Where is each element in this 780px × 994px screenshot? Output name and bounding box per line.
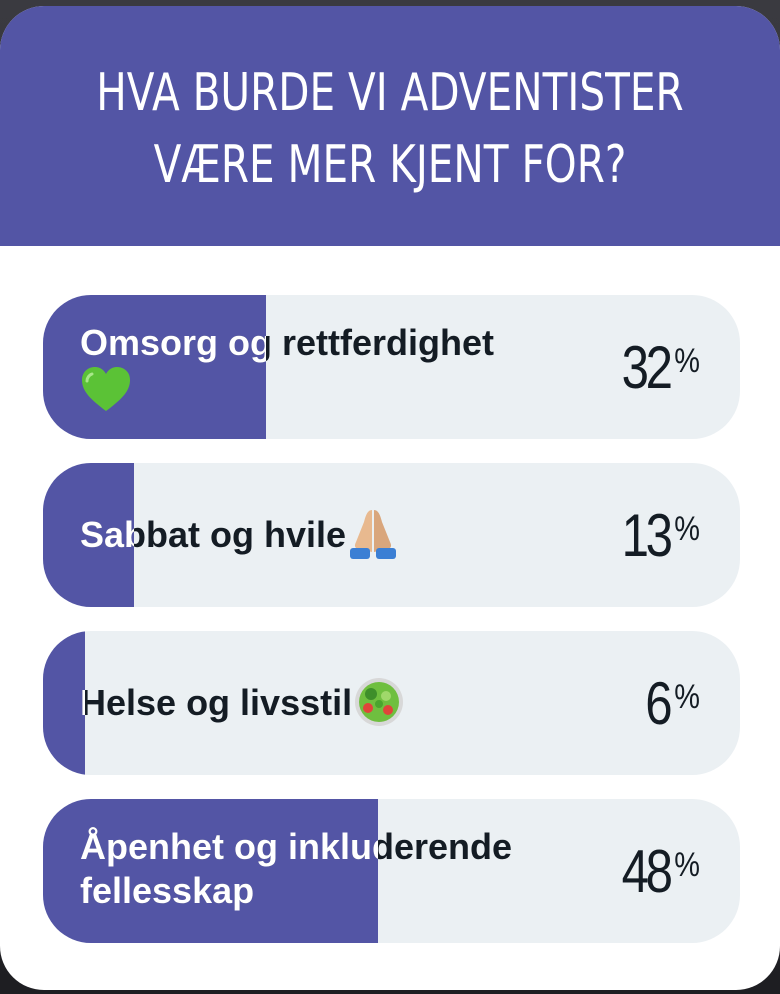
poll-option-apenhet[interactable]: Åpenhet og inkluderende fellesskap Åpenh… bbox=[43, 799, 740, 943]
percent-sign: % bbox=[674, 677, 700, 716]
poll-option-label: Åpenhet og inkluderende fellesskap bbox=[80, 825, 570, 913]
option-text-overlay: Helse og livsstil bbox=[80, 682, 85, 723]
poll-option-fill bbox=[43, 463, 134, 607]
percent-value: 13 bbox=[621, 501, 673, 569]
poll-option-sabbat[interactable]: Sabbat og hvile Sabbat og hvile 13 % bbox=[43, 463, 740, 607]
poll-option-label-overlay: Helse og livsstil bbox=[43, 631, 85, 775]
poll-option-label: Helse og livsstil bbox=[80, 678, 406, 728]
poll-option-label: Sabbat og hvile bbox=[80, 510, 400, 560]
poll-option-fill bbox=[43, 631, 85, 775]
percent-value: 6 bbox=[645, 669, 673, 737]
poll-card: HVA BURDE VI ADVENTISTER VÆRE MER KJENT … bbox=[0, 6, 780, 990]
poll-header: HVA BURDE VI ADVENTISTER VÆRE MER KJENT … bbox=[0, 6, 780, 246]
poll-option-percent: 13 % bbox=[611, 463, 702, 607]
percent-sign: % bbox=[674, 845, 700, 884]
salad-bowl-icon bbox=[355, 678, 404, 727]
option-text: Helse og livsstil bbox=[80, 682, 353, 723]
poll-option-omsorg[interactable]: Omsorg og rettferdighet Omsorg og rettfe… bbox=[43, 295, 740, 439]
poll-question: HVA BURDE VI ADVENTISTER VÆRE MER KJENT … bbox=[96, 63, 684, 195]
poll-option-fill bbox=[43, 295, 267, 439]
poll-option-fill bbox=[43, 799, 378, 943]
option-text: Åpenhet og inkluderende fellesskap bbox=[80, 826, 513, 911]
poll-option-helse[interactable]: Helse og livsstil Helse og livsstil 6 % bbox=[43, 631, 740, 775]
poll-option-percent: 6 % bbox=[640, 631, 702, 775]
option-text-overlay: Sabbat og hvile bbox=[80, 514, 134, 555]
option-text: Omsorg og rettferdighet bbox=[80, 322, 495, 363]
poll-option-label: Omsorg og rettferdighet bbox=[80, 321, 494, 413]
poll-option-label-overlay: Omsorg og rettferdighet bbox=[43, 295, 266, 439]
percent-value: 32 bbox=[621, 333, 673, 401]
poll-option-percent: 32 % bbox=[611, 295, 702, 439]
option-text-overlay: Omsorg og rettferdighet bbox=[80, 322, 267, 363]
green-heart-icon bbox=[82, 367, 130, 412]
percent-sign: % bbox=[674, 341, 700, 380]
poll-option-label-overlay: Sabbat og hvile bbox=[43, 463, 134, 607]
poll-option-percent: 48 % bbox=[611, 799, 702, 943]
percent-sign: % bbox=[674, 509, 700, 548]
percent-value: 48 bbox=[621, 837, 673, 905]
poll-option-label-overlay: Åpenhet og inkluderende fellesskap bbox=[43, 799, 378, 943]
option-text-overlay: Åpenhet og inkluderende fellesskap bbox=[80, 826, 378, 911]
option-text: Sabbat og hvile bbox=[80, 514, 347, 555]
praying-hands-icon bbox=[350, 510, 397, 560]
